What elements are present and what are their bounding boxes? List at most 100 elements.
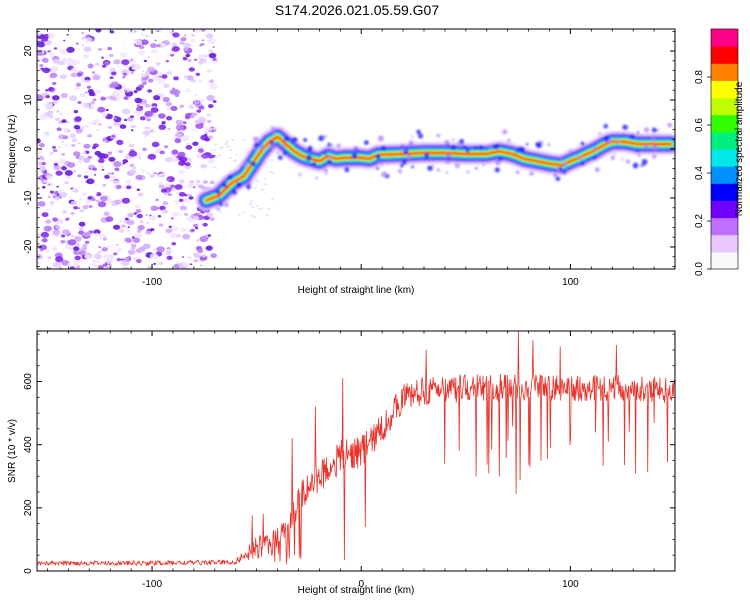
noise-speckle [249,199,253,203]
colorbar-tick-label: 0.0 [694,262,705,276]
ridge-speckle [535,142,542,149]
ridge-speckle [216,190,221,195]
noise-speckle [43,180,47,183]
ridge-speckle [236,181,242,188]
ridge-speckle [416,129,421,135]
noise-speckle [78,226,84,231]
noise-speckle [127,226,130,228]
ridge-speckle [282,151,287,156]
ridge-speckle [380,145,387,151]
noise-speckle [182,261,190,268]
noise-speckle [270,198,275,201]
noise-speckle [53,47,58,50]
noise-speckle [108,156,116,162]
noise-speckle [118,219,123,223]
noise-speckle [126,185,132,190]
noise-speckle [38,155,44,160]
noise-speckle [105,96,111,100]
noise-speckle [97,106,106,113]
noise-speckle [159,205,166,211]
ridge-speckle [436,168,441,172]
ridge-speckle [227,174,233,180]
noise-speckle [37,95,44,101]
noise-speckle [75,42,79,45]
noise-speckle [175,119,183,125]
snr-series-line [37,331,675,566]
noise-speckle [123,118,128,122]
noise-speckle [73,124,81,130]
noise-speckle [115,243,120,247]
noise-speckle [93,229,101,235]
colorbar-tick-label: 0.8 [694,70,705,84]
noise-speckle [192,29,202,33]
noise-speckle [142,130,151,136]
noise-speckle [94,232,99,236]
noise-speckle [165,101,173,107]
noise-speckle [133,212,137,215]
ridge-speckle [307,145,313,152]
noise-speckle [110,71,117,76]
noise-speckle [252,215,257,219]
noise-speckle [130,115,135,119]
noise-speckle [205,33,214,39]
ridge-speckle [580,141,585,146]
ridge-speckle [327,159,332,165]
noise-speckle [116,65,120,68]
noise-speckle [157,71,163,76]
ridge-speckle [401,144,404,147]
noise-speckle [127,249,136,255]
noise-speckle [169,71,173,75]
noise-speckle [166,107,171,111]
noise-speckle [86,85,91,89]
noise-speckle [77,141,81,145]
noise-speckle [118,89,123,93]
noise-speckle [130,60,136,64]
noise-speckle [43,131,51,137]
noise-speckle [91,198,96,202]
ridge-speckle [555,176,561,182]
noise-speckle [182,121,187,125]
noise-speckle [231,138,235,141]
noise-speckle [195,239,200,242]
noise-speckle [180,214,183,216]
y-tick-label: 200 [23,499,34,516]
noise-speckle [41,212,49,218]
noise-speckle [171,42,177,47]
ridge-speckle [478,144,484,151]
colorbar-frame [710,28,739,270]
noise-speckle [47,33,56,39]
noise-speckle [98,261,102,264]
noise-speckle [208,49,213,53]
noise-speckle [143,59,148,63]
noise-speckle [179,104,185,109]
noise-speckle [256,180,260,183]
noise-speckle [97,158,105,164]
noise-speckle [37,138,41,144]
x-tick-label: 100 [562,277,579,288]
noise-speckle [87,196,92,200]
ridge-speckle [521,151,524,154]
ridge-speckle [447,143,450,146]
noise-speckle [130,121,133,123]
colorbar-tick-label: 0.4 [694,166,705,180]
noise-speckle [177,129,180,131]
noise-speckle [150,228,155,232]
noise-speckle [105,216,114,222]
noise-speckle [199,152,203,155]
noise-speckle [99,164,105,169]
noise-speckle [149,43,158,49]
ridge-speckle [268,143,275,149]
snr-y-label: SNR (10 * v/v) [7,419,18,483]
noise-speckle [207,104,214,109]
noise-speckle [78,230,85,235]
noise-speckle [148,128,157,134]
noise-speckle [129,163,135,168]
noise-speckle [82,231,91,238]
noise-speckle [100,195,108,202]
noise-speckle [193,223,199,228]
noise-speckle [144,103,151,108]
noise-speckle [119,52,128,58]
noise-speckle [185,88,191,93]
noise-speckle [203,54,208,58]
ridge-speckle [306,155,312,162]
